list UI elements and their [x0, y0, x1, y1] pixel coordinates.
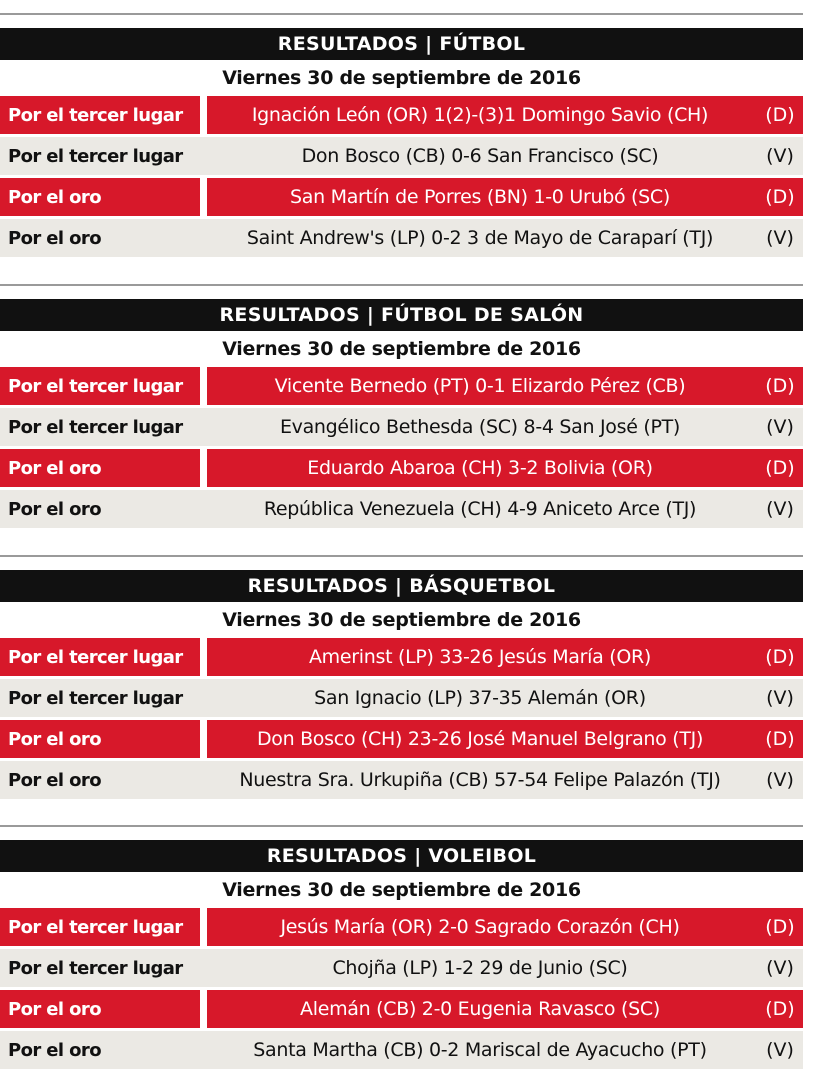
results-section: RESULTADOS | FÚTBOL Viernes 30 de septiem…: [0, 28, 803, 260]
result-row: Por el tercer lugar Evangélico Bethesda (…: [0, 408, 803, 446]
section-date: Viernes 30 de septiembre de 2016: [222, 609, 581, 631]
match-round-label: Por el oro: [8, 227, 102, 249]
gender-code: (D): [765, 375, 795, 397]
cell-divider: [200, 408, 207, 446]
match-round-label: Por el tercer lugar: [8, 687, 183, 709]
section-date: Viernes 30 de septiembre de 2016: [222, 879, 581, 901]
result-row: Por el tercer lugar Vicente Bernedo (PT) …: [0, 367, 803, 405]
match-round-label: Por el tercer lugar: [8, 104, 183, 126]
match-result: Don Bosco (CH) 23-26 José Manuel Belgran…: [256, 728, 704, 750]
result-row: Por el tercer lugar San Ignacio (LP) 37-3…: [0, 679, 803, 717]
match-round-label: Por el oro: [8, 186, 102, 208]
gender-code: (D): [765, 646, 795, 668]
results-section: RESULTADOS | BÁSQUETBOL Viernes 30 de sep…: [0, 570, 803, 802]
result-row: Por el oro San Martín de Porres (BN) 1-0 …: [0, 178, 803, 216]
match-round-label: Por el tercer lugar: [8, 957, 183, 979]
match-round-label: Por el oro: [8, 769, 102, 791]
result-row: Por el tercer lugar Ignación León (OR) 1(…: [0, 96, 803, 134]
section-divider-line: [0, 284, 803, 286]
cell-divider: [200, 949, 207, 987]
results-section: RESULTADOS | FÚTBOL DE SALÓN Viernes 30 d…: [0, 299, 803, 531]
match-result: Santa Martha (CB) 0-2 Mariscal de Ayacuc…: [253, 1039, 707, 1061]
gender-code: (V): [766, 769, 794, 791]
gender-code: (D): [765, 916, 795, 938]
gender-code: (V): [766, 957, 794, 979]
section-divider-line: [0, 13, 803, 15]
match-round-label: Por el oro: [8, 998, 102, 1020]
match-result: Nuestra Sra. Urkupiña (CB) 57-54 Felipe …: [239, 769, 721, 791]
cell-divider: [200, 137, 207, 175]
cell-divider: [200, 720, 207, 758]
result-row: Por el oro Don Bosco (CH) 23-26 José Manu…: [0, 720, 803, 758]
section-date: Viernes 30 de septiembre de 2016: [222, 338, 581, 360]
result-row: Por el oro Alemán (CB) 2-0 Eugenia Ravasc…: [0, 990, 803, 1028]
gender-code: (V): [766, 227, 794, 249]
gender-code: (V): [766, 1039, 794, 1061]
result-row: Por el tercer lugar Don Bosco (CB) 0-6 Sa…: [0, 137, 803, 175]
match-round-label: Por el tercer lugar: [8, 916, 183, 938]
cell-divider: [200, 367, 207, 405]
match-round-label: Por el oro: [8, 728, 102, 750]
gender-code: (D): [765, 457, 795, 479]
results-section: RESULTADOS | VOLEIBOL Viernes 30 de septi…: [0, 840, 803, 1072]
match-result: Ignación León (OR) 1(2)-(3)1 Domingo Sav…: [251, 104, 709, 126]
cell-divider: [200, 96, 207, 134]
section-date: Viernes 30 de septiembre de 2016: [222, 67, 581, 89]
result-row: Por el tercer lugar Amerinst (LP) 33-26 J…: [0, 638, 803, 676]
match-result: Chojña (LP) 1-2 29 de Junio (SC): [332, 957, 628, 979]
section-divider-line: [0, 555, 803, 557]
result-row: Por el tercer lugar Jesús María (OR) 2-0 …: [0, 908, 803, 946]
match-result: San Martín de Porres (BN) 1-0 Urubó (SC): [290, 186, 670, 208]
gender-code: (V): [766, 498, 794, 520]
section-header: RESULTADOS | FÚTBOL DE SALÓN: [0, 299, 803, 331]
match-round-label: Por el tercer lugar: [8, 416, 183, 438]
match-round-label: Por el tercer lugar: [8, 145, 183, 167]
section-header: RESULTADOS | VOLEIBOL: [0, 840, 803, 872]
match-result: Vicente Bernedo (PT) 0-1 Elizardo Pérez …: [274, 375, 686, 397]
gender-code: (D): [765, 728, 795, 750]
result-row: Por el oro República Venezuela (CH) 4-9 A…: [0, 490, 803, 528]
section-header: RESULTADOS | FÚTBOL: [0, 28, 803, 60]
result-row: Por el oro Santa Martha (CB) 0-2 Mariscal…: [0, 1031, 803, 1069]
match-result: Alemán (CB) 2-0 Eugenia Ravasco (SC): [300, 998, 660, 1020]
section-divider-line: [0, 825, 803, 827]
cell-divider: [200, 908, 207, 946]
gender-code: (V): [766, 687, 794, 709]
cell-divider: [200, 178, 207, 216]
result-row: Por el tercer lugar Chojña (LP) 1-2 29 de…: [0, 949, 803, 987]
match-result: Eduardo Abaroa (CH) 3-2 Bolivia (OR): [307, 457, 653, 479]
cell-divider: [200, 449, 207, 487]
match-round-label: Por el oro: [8, 1039, 102, 1061]
gender-code: (D): [765, 998, 795, 1020]
cell-divider: [200, 638, 207, 676]
cell-divider: [200, 490, 207, 528]
match-result: República Venezuela (CH) 4-9 Aniceto Arc…: [263, 498, 697, 520]
match-result: San Ignacio (LP) 37-35 Alemán (OR): [314, 687, 646, 709]
match-result: Saint Andrew's (LP) 0-2 3 de Mayo de Car…: [246, 227, 714, 249]
match-result: Jesús María (OR) 2-0 Sagrado Corazón (CH…: [280, 916, 680, 938]
match-round-label: Por el tercer lugar: [8, 375, 183, 397]
gender-code: (V): [766, 416, 794, 438]
match-result: Amerinst (LP) 33-26 Jesús María (OR): [308, 646, 652, 668]
section-header: RESULTADOS | BÁSQUETBOL: [0, 570, 803, 602]
cell-divider: [200, 679, 207, 717]
match-result: Evangélico Bethesda (SC) 8-4 San José (P…: [279, 416, 681, 438]
gender-code: (D): [765, 186, 795, 208]
cell-divider: [200, 219, 207, 257]
cell-divider: [200, 761, 207, 799]
match-round-label: Por el oro: [8, 498, 102, 520]
result-row: Por el oro Nuestra Sra. Urkupiña (CB) 57-…: [0, 761, 803, 799]
gender-code: (D): [765, 104, 795, 126]
cell-divider: [200, 990, 207, 1028]
result-row: Por el oro Eduardo Abaroa (CH) 3-2 Bolivi…: [0, 449, 803, 487]
match-round-label: Por el oro: [8, 457, 102, 479]
match-round-label: Por el tercer lugar: [8, 646, 183, 668]
gender-code: (V): [766, 145, 794, 167]
result-row: Por el oro Saint Andrew's (LP) 0-2 3 de M…: [0, 219, 803, 257]
cell-divider: [200, 1031, 207, 1069]
match-result: Don Bosco (CB) 0-6 San Francisco (SC): [301, 145, 659, 167]
